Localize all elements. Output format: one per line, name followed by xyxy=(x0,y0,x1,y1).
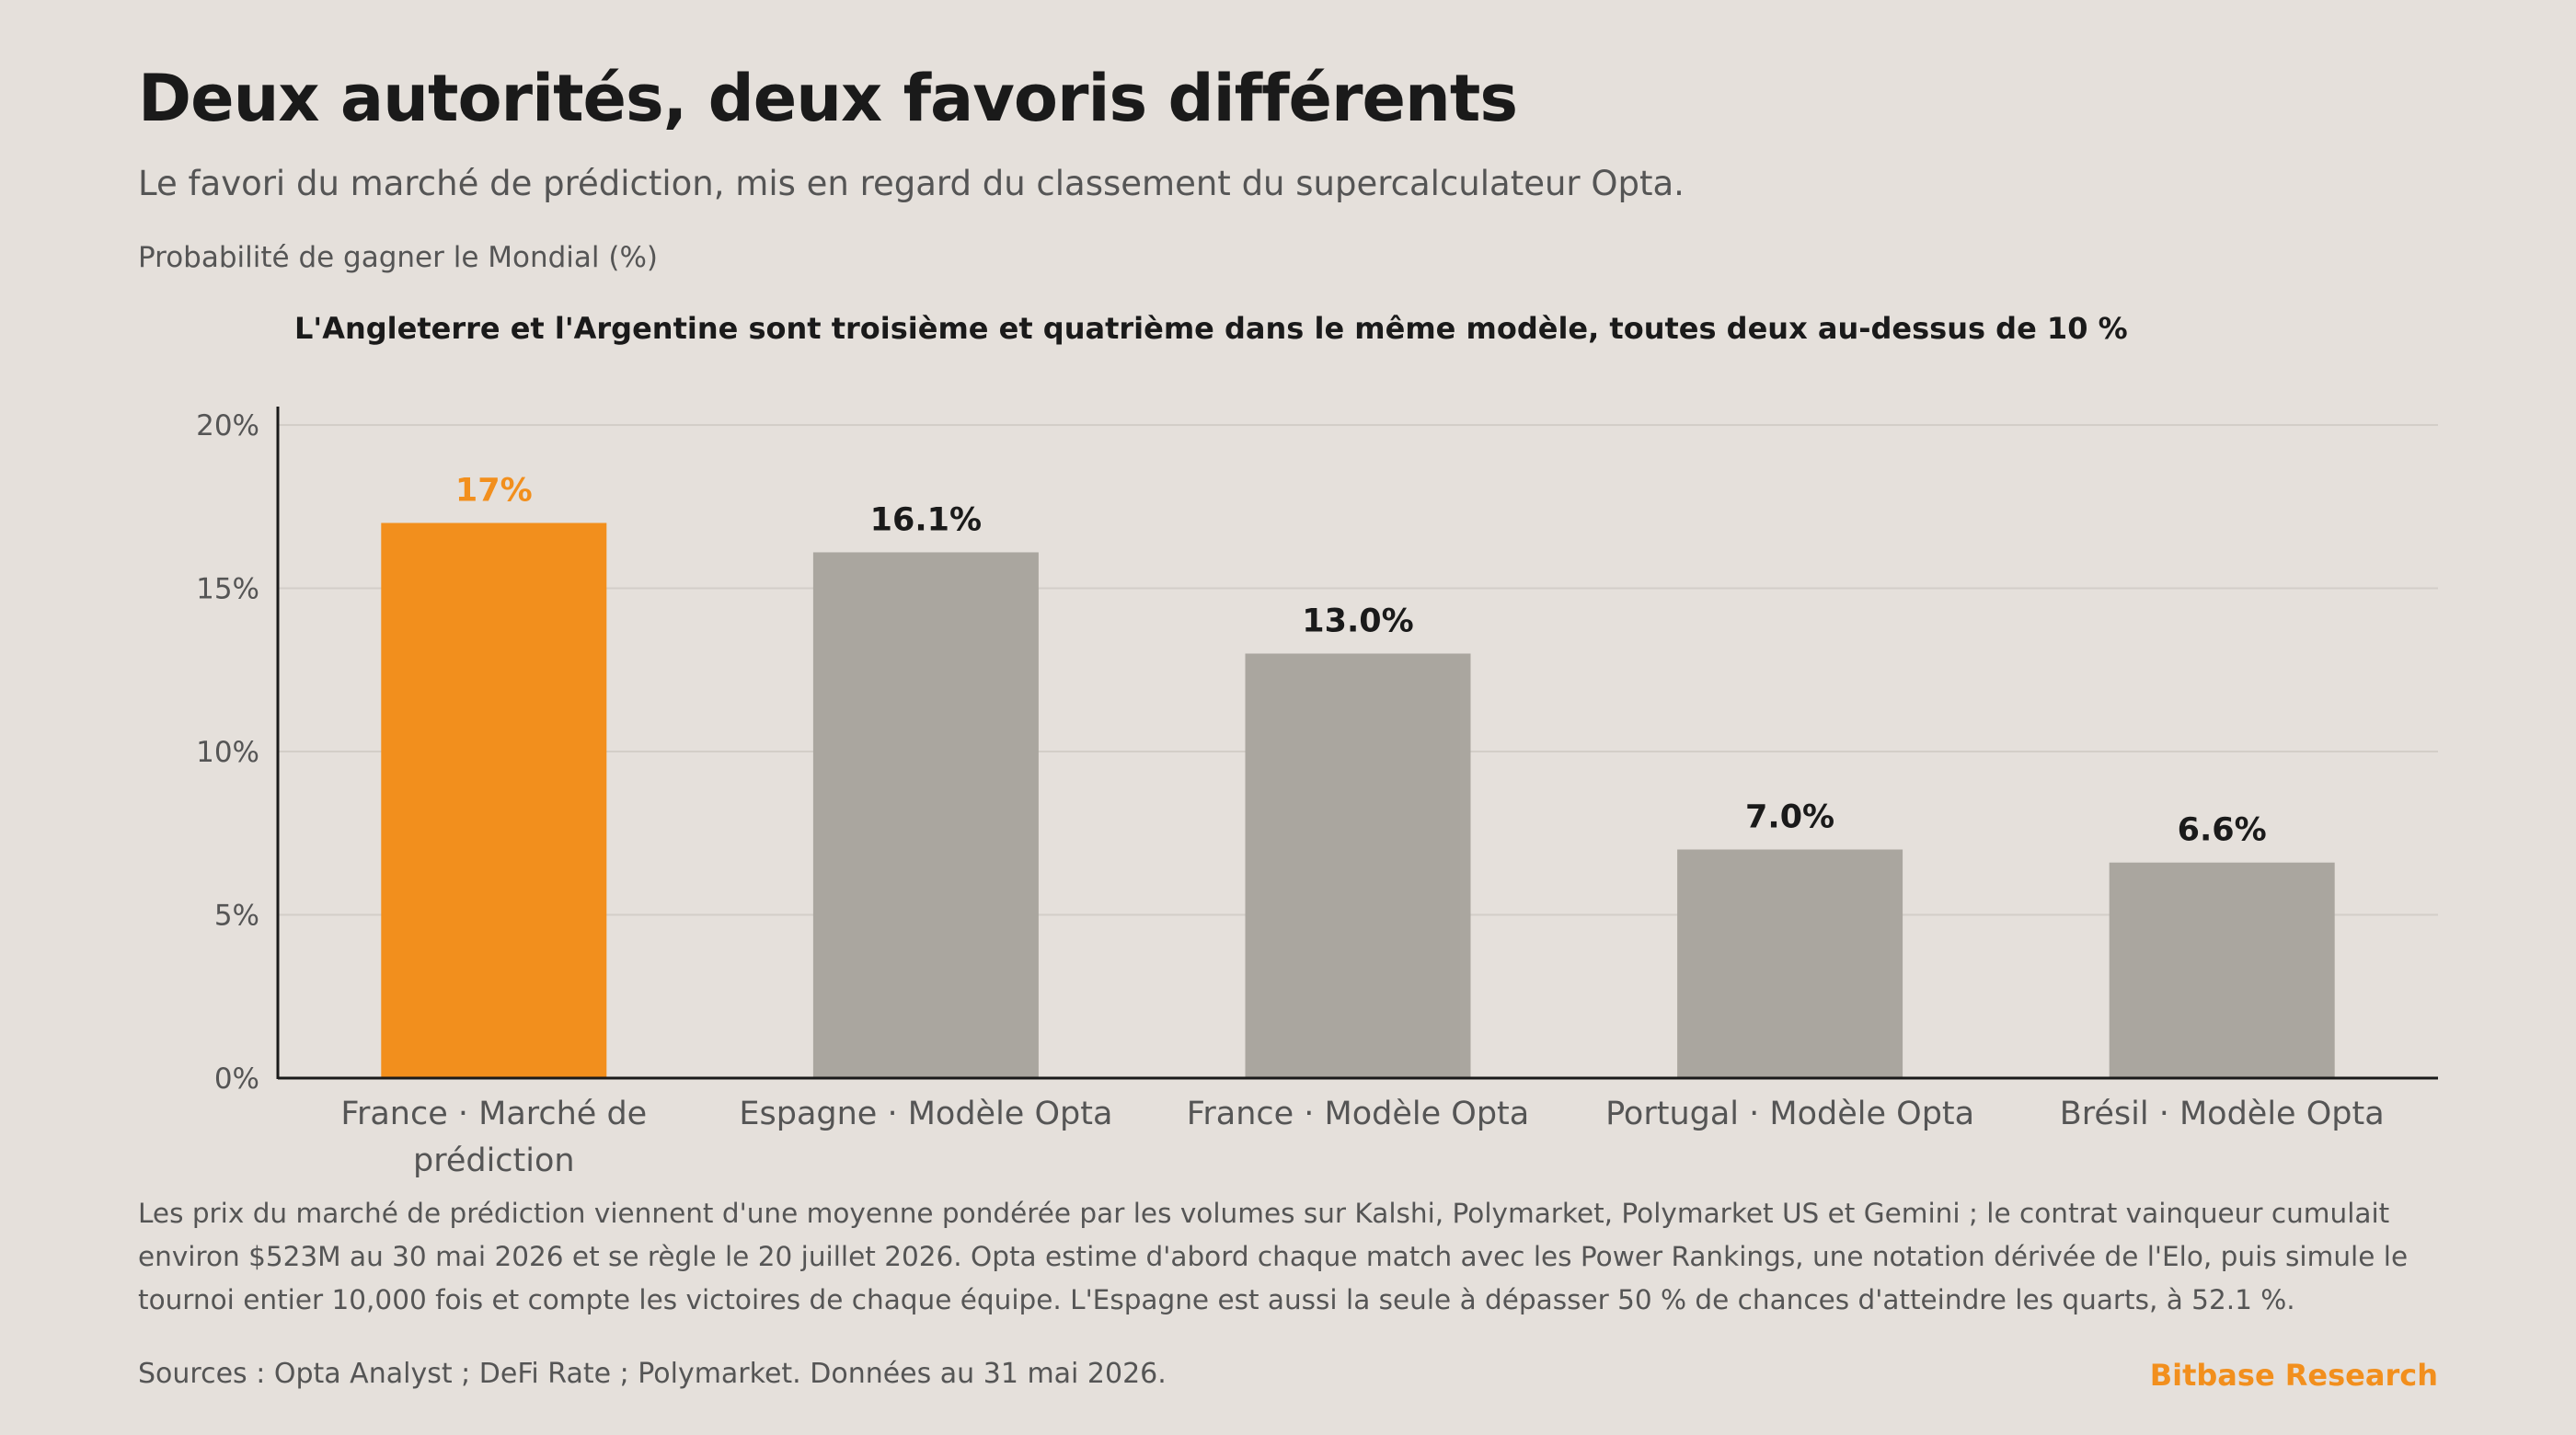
chart-annotation: L'Angleterre et l'Argentine sont troisiè… xyxy=(294,311,2128,346)
value-label: 16.1% xyxy=(870,501,982,538)
methodology-note: Les prix du marché de prédiction viennen… xyxy=(138,1198,2409,1315)
value-label: 13.0% xyxy=(1302,603,1413,640)
sources-line: Sources : Opta Analyst ; DeFi Rate ; Pol… xyxy=(138,1358,1167,1390)
bar xyxy=(812,552,1039,1078)
x-tick-label: Portugal · Modèle Opta xyxy=(1605,1096,1974,1132)
x-tick-label: France · Marché de xyxy=(340,1096,647,1132)
value-label: 17% xyxy=(455,473,533,510)
y-tick-label: 20% xyxy=(196,409,259,442)
chart-title: Deux autorités, deux favoris différents xyxy=(138,61,1518,136)
y-tick-label: 0% xyxy=(214,1062,259,1096)
y-ticks: 0% 5% 10% 15% 20% xyxy=(196,409,259,1096)
x-tick-label: France · Modèle Opta xyxy=(1187,1096,1529,1132)
brand-label: Bitbase Research xyxy=(2149,1358,2438,1393)
chart-subtitle: Le favori du marché de prédiction, mis e… xyxy=(138,164,1685,203)
x-categories: France · Marché de prédiction Espagne · Mo… xyxy=(340,1096,2384,1179)
y-tick-label: 10% xyxy=(196,736,259,769)
y-tick-label: 15% xyxy=(196,573,259,606)
x-tick-label: Espagne · Modèle Opta xyxy=(739,1096,1112,1132)
axes xyxy=(276,407,2438,1080)
value-label: 7.0% xyxy=(1745,799,1834,836)
value-labels: 17% 16.1% 13.0% 7.0% 6.6% xyxy=(455,473,2267,849)
x-tick-label: prédiction xyxy=(413,1142,575,1179)
y-axis-title: Probabilité de gagner le Mondial (%) xyxy=(138,241,659,274)
bar xyxy=(381,522,607,1078)
value-label: 6.6% xyxy=(2178,812,2267,849)
bar xyxy=(2109,862,2335,1078)
bar-chart: 17% 16.1% 13.0% 7.0% 6.6% 0% 5% 10% 15% 20% Fran… xyxy=(196,407,2438,1179)
y-tick-label: 5% xyxy=(214,900,259,933)
bars xyxy=(381,522,2335,1078)
bar xyxy=(1677,849,1903,1078)
x-tick-label: Brésil · Modèle Opta xyxy=(2060,1096,2385,1132)
bar xyxy=(1245,653,1471,1078)
